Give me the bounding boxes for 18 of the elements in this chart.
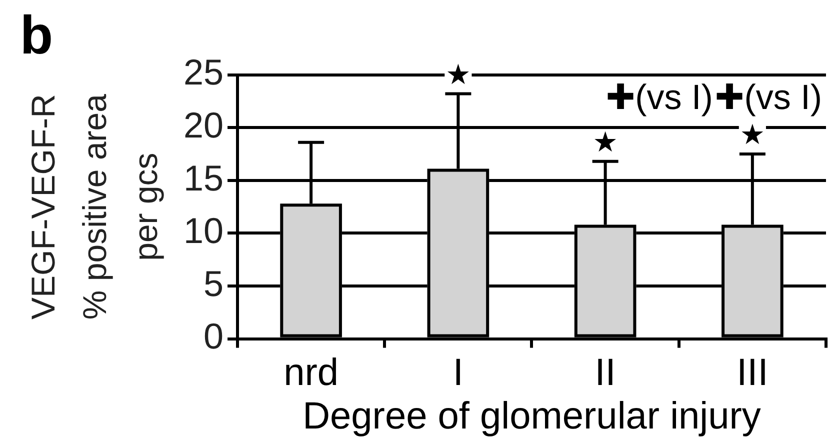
y-tick-label: 10 (183, 210, 224, 252)
annotation: ★ (592, 126, 618, 158)
chart-title: b (20, 5, 53, 66)
annotation: ✚(vs I) (714, 78, 822, 117)
x-tick-label: nrd (284, 352, 339, 394)
x-tick-label: III (736, 352, 768, 394)
y-tick-label: 20 (183, 104, 224, 146)
x-tick-label: I (452, 352, 464, 394)
annotation: ✚(vs I) (606, 78, 713, 117)
y-tick-label: 5 (203, 262, 224, 304)
x-tick-label: II (594, 352, 616, 394)
y-tick-label: 25 (183, 52, 224, 93)
x-axis-title: Degree of glomerular injury (302, 396, 761, 438)
annotation: ★ (740, 119, 765, 150)
y-tick-label: 15 (183, 157, 224, 198)
y-tick-label: 0 (203, 316, 224, 357)
y-axis-title: VEGF-VEGF-R % positive area per gcs (24, 93, 164, 320)
annotation: ★ (446, 58, 471, 90)
